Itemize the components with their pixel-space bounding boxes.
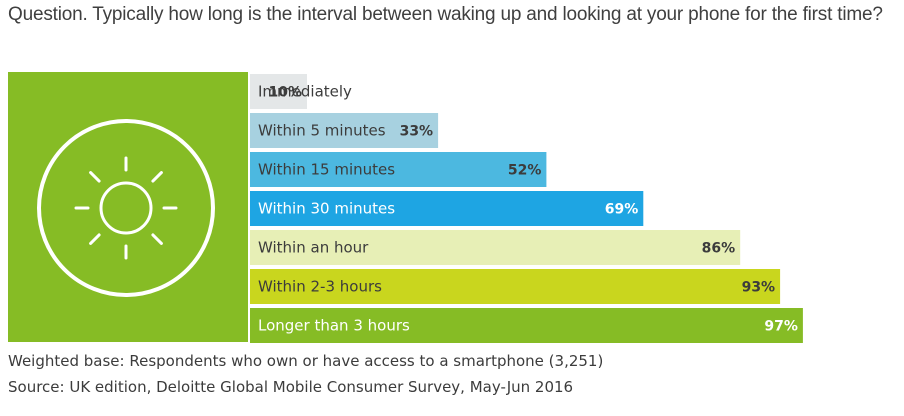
bar-label: Within an hour — [258, 239, 369, 257]
sun-rays — [74, 156, 178, 260]
sun-core — [99, 181, 153, 235]
bar-value-label: 33% — [400, 124, 434, 140]
sun-ray — [151, 233, 163, 245]
bar-label: Within 5 minutes — [258, 122, 386, 140]
bar-label: Within 30 minutes — [258, 200, 395, 218]
bar-value-label: 69% — [605, 202, 639, 218]
bar-label: Within 2-3 hours — [258, 278, 382, 296]
chart-title: Question. Typically how long is the inte… — [8, 4, 883, 25]
bar — [250, 74, 307, 109]
sun-panel — [8, 72, 248, 342]
bar — [250, 269, 781, 304]
bar-label: Within 15 minutes — [258, 161, 395, 179]
footnote-base: Weighted base: Respondents who own or ha… — [8, 352, 604, 370]
bar-value-label: 10% — [268, 85, 302, 101]
bar-value-label: 93% — [742, 280, 776, 296]
footnote-source: Source: UK edition, Deloitte Global Mobi… — [8, 378, 574, 396]
bar-value-label: 86% — [702, 241, 736, 257]
bar-value-label: 97% — [764, 319, 798, 335]
bar — [250, 308, 803, 343]
sun-ray — [151, 171, 163, 183]
bar-value-label: 52% — [508, 163, 542, 179]
bar — [250, 113, 439, 148]
bar — [250, 191, 644, 226]
sun-icon — [37, 119, 215, 297]
bar — [250, 152, 547, 187]
bar-label: Immediately — [258, 83, 352, 101]
sun-ray — [89, 171, 101, 183]
bar — [250, 230, 741, 265]
sun-ray — [89, 233, 101, 245]
sun-outer-ring — [37, 119, 215, 297]
bar-label: Longer than 3 hours — [258, 317, 410, 335]
